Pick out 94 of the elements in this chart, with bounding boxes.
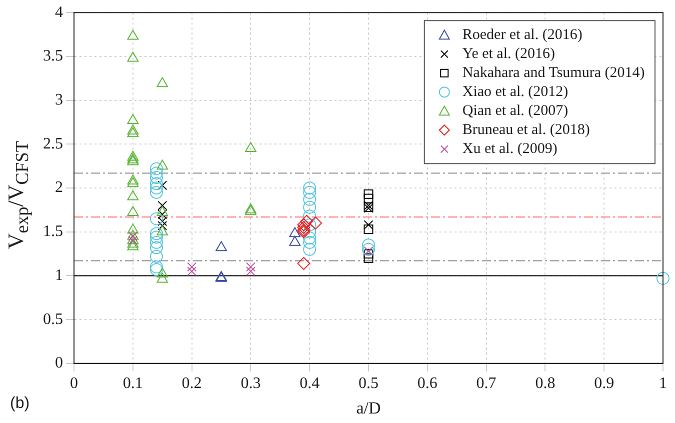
x-tick-label: 0.7 <box>476 375 496 392</box>
point <box>308 216 322 230</box>
point <box>150 260 163 274</box>
point <box>156 225 168 236</box>
point <box>127 238 139 248</box>
point <box>150 212 163 226</box>
point <box>362 242 375 256</box>
point <box>364 189 374 199</box>
legend-label: Nakahara and Tsumura (2014) <box>462 65 645 82</box>
point <box>156 77 168 88</box>
legend-label: Bruneau et al. (2018) <box>462 122 590 138</box>
x-tick-label: 0.6 <box>417 375 438 392</box>
point <box>150 236 163 249</box>
point <box>187 266 197 276</box>
point <box>303 242 316 256</box>
point <box>297 220 310 234</box>
point <box>364 253 374 263</box>
point <box>127 30 139 40</box>
y-tick-label: 2.5 <box>43 135 63 152</box>
point <box>303 210 316 223</box>
text: (b) <box>10 395 30 413</box>
x-tick-label: 0.4 <box>300 375 320 392</box>
point <box>150 263 163 276</box>
point <box>300 214 314 228</box>
point <box>127 52 139 62</box>
point <box>656 272 670 285</box>
point <box>127 124 139 134</box>
y-tick-label: 0 <box>55 354 63 372</box>
point <box>127 206 139 216</box>
legend-label: Roeder et al. (2016) <box>462 27 582 44</box>
point <box>150 230 163 244</box>
y-tick-label: 3 <box>55 92 63 109</box>
point <box>303 192 316 206</box>
point <box>303 200 316 214</box>
point <box>303 236 316 249</box>
x-tick-label: 0.9 <box>594 375 614 392</box>
point <box>362 238 375 252</box>
y-tick-label: 0.5 <box>43 310 63 328</box>
y-tick-label: 4 <box>55 4 63 21</box>
point <box>364 220 374 230</box>
point <box>364 224 374 234</box>
y-tick-label: 2 <box>55 179 63 196</box>
point <box>150 241 163 254</box>
point <box>303 225 316 238</box>
point <box>150 177 163 190</box>
point <box>127 114 139 124</box>
point <box>150 162 163 176</box>
point <box>150 166 163 180</box>
point <box>246 266 256 276</box>
x-tick-label: 1 <box>659 375 667 392</box>
point <box>127 150 139 161</box>
point <box>303 186 316 199</box>
point <box>127 177 139 188</box>
point <box>150 250 163 263</box>
x-tick-label: 0.5 <box>358 375 378 392</box>
point <box>289 236 301 246</box>
point <box>245 142 256 152</box>
point <box>246 262 256 272</box>
point <box>364 200 374 210</box>
point <box>303 218 316 232</box>
x-tick-label: 0 <box>70 375 78 392</box>
point <box>156 160 168 170</box>
point <box>289 227 301 238</box>
legend-label: Qian et al. (2007) <box>462 103 568 120</box>
point <box>158 180 168 190</box>
point <box>150 186 163 199</box>
y-tick-label: 1.5 <box>43 223 63 240</box>
point <box>127 127 139 138</box>
point <box>364 194 374 204</box>
point <box>156 206 168 216</box>
point <box>127 174 139 184</box>
x-axis-title: a/D <box>356 398 381 418</box>
point <box>127 240 139 250</box>
point <box>150 227 163 240</box>
point <box>150 182 163 194</box>
legend-label: Ye et al. (2016) <box>462 46 556 62</box>
point <box>303 231 316 244</box>
point <box>297 256 310 270</box>
legend-label: Xiao et al. (2012) <box>462 84 568 100</box>
point <box>127 190 139 200</box>
x-tick-label: 0.3 <box>240 375 261 392</box>
point <box>303 182 316 194</box>
point <box>127 224 139 234</box>
legend-label: Xu et al. (2009) <box>462 141 558 158</box>
y-tick-label: 3.5 <box>43 48 63 65</box>
x-tick-label: 0.8 <box>535 375 556 392</box>
point <box>297 218 310 232</box>
point <box>216 241 227 252</box>
point <box>156 272 168 283</box>
x-tick-label: 0.2 <box>182 375 202 392</box>
y-tick-label: 1 <box>55 266 63 284</box>
x-tick-label: 0.1 <box>122 375 143 392</box>
point <box>150 170 163 184</box>
point <box>187 262 197 272</box>
